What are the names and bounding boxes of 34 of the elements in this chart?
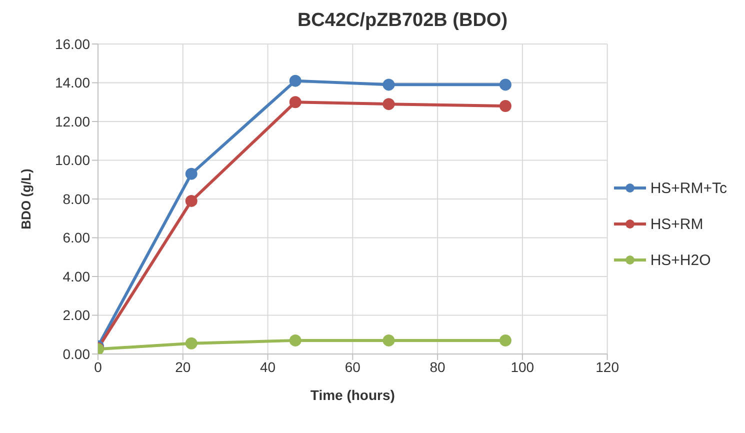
y-tick-label: 14.00 — [54, 74, 90, 91]
x-tick-label: 20 — [175, 358, 191, 375]
point — [289, 96, 302, 108]
point — [382, 334, 395, 346]
y-tick-label: 10.00 — [54, 152, 90, 168]
y-tick-label: 16.00 — [54, 36, 90, 52]
point — [289, 334, 302, 346]
x-axis-title: Time (hours) — [310, 387, 395, 403]
point — [185, 194, 198, 207]
point — [382, 78, 395, 91]
legend-label: HS+RM+Tc — [650, 180, 727, 196]
point — [185, 337, 198, 350]
y-tick-label: 6.00 — [62, 230, 90, 246]
y-tick-label: 2.00 — [62, 307, 90, 324]
point — [185, 168, 198, 180]
legend-label: HS+H2O — [650, 252, 711, 268]
y-tick-label: 4.00 — [62, 268, 90, 284]
y-tick-label: 8.00 — [62, 190, 90, 207]
legend-label: HS+RM — [650, 216, 704, 232]
x-tick-label: 60 — [344, 358, 361, 375]
x-tick-label: 120 — [596, 358, 620, 375]
point — [499, 100, 512, 112]
y-axis-title: BDO (g/L) — [18, 168, 34, 230]
point — [382, 98, 395, 110]
x-tick-label: 40 — [260, 358, 276, 375]
x-tick-label: 100 — [510, 358, 534, 375]
x-tick-label: 0 — [94, 358, 102, 375]
chart-title: BC42C/pZB702B (BDO) — [296, 10, 509, 32]
y-tick-label: 0.00 — [62, 346, 90, 362]
y-tick-label: 12.00 — [54, 113, 90, 130]
x-tick-label: 80 — [430, 358, 446, 375]
point — [499, 334, 512, 346]
point — [499, 78, 512, 91]
point — [289, 74, 302, 87]
